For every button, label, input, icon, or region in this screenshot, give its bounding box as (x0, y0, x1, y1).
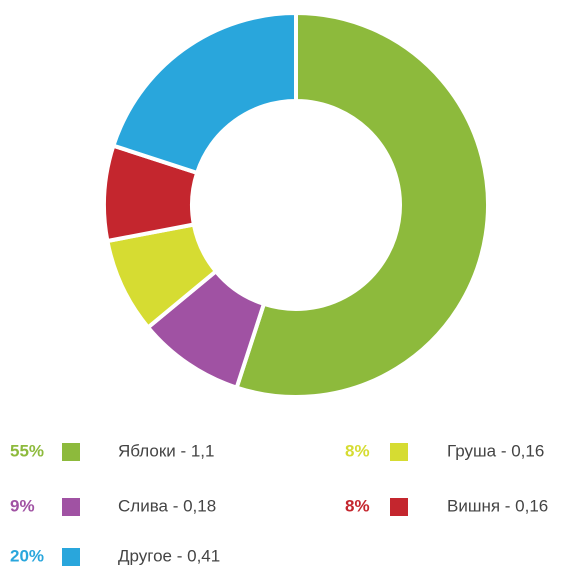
legend-label: Яблоки - 1,1 (118, 441, 215, 460)
donut-segment (110, 10, 298, 176)
legend-percent: 9% (10, 496, 35, 515)
legend-percent: 55% (10, 441, 44, 460)
legend-swatch (390, 443, 408, 461)
legend-percent: 8% (345, 496, 370, 515)
legend-label: Груша - 0,16 (447, 441, 544, 460)
legend-percent: 8% (345, 441, 370, 460)
legend-swatch (390, 498, 408, 516)
legend-swatch (62, 548, 80, 566)
legend-swatch (62, 498, 80, 516)
legend-label: Слива - 0,18 (118, 496, 216, 515)
legend-swatch (62, 443, 80, 461)
legend-label: Вишня - 0,16 (447, 496, 548, 515)
legend-label: Другое - 0,41 (118, 546, 220, 565)
donut-segment (234, 10, 490, 399)
legend-percent: 20% (10, 546, 44, 565)
